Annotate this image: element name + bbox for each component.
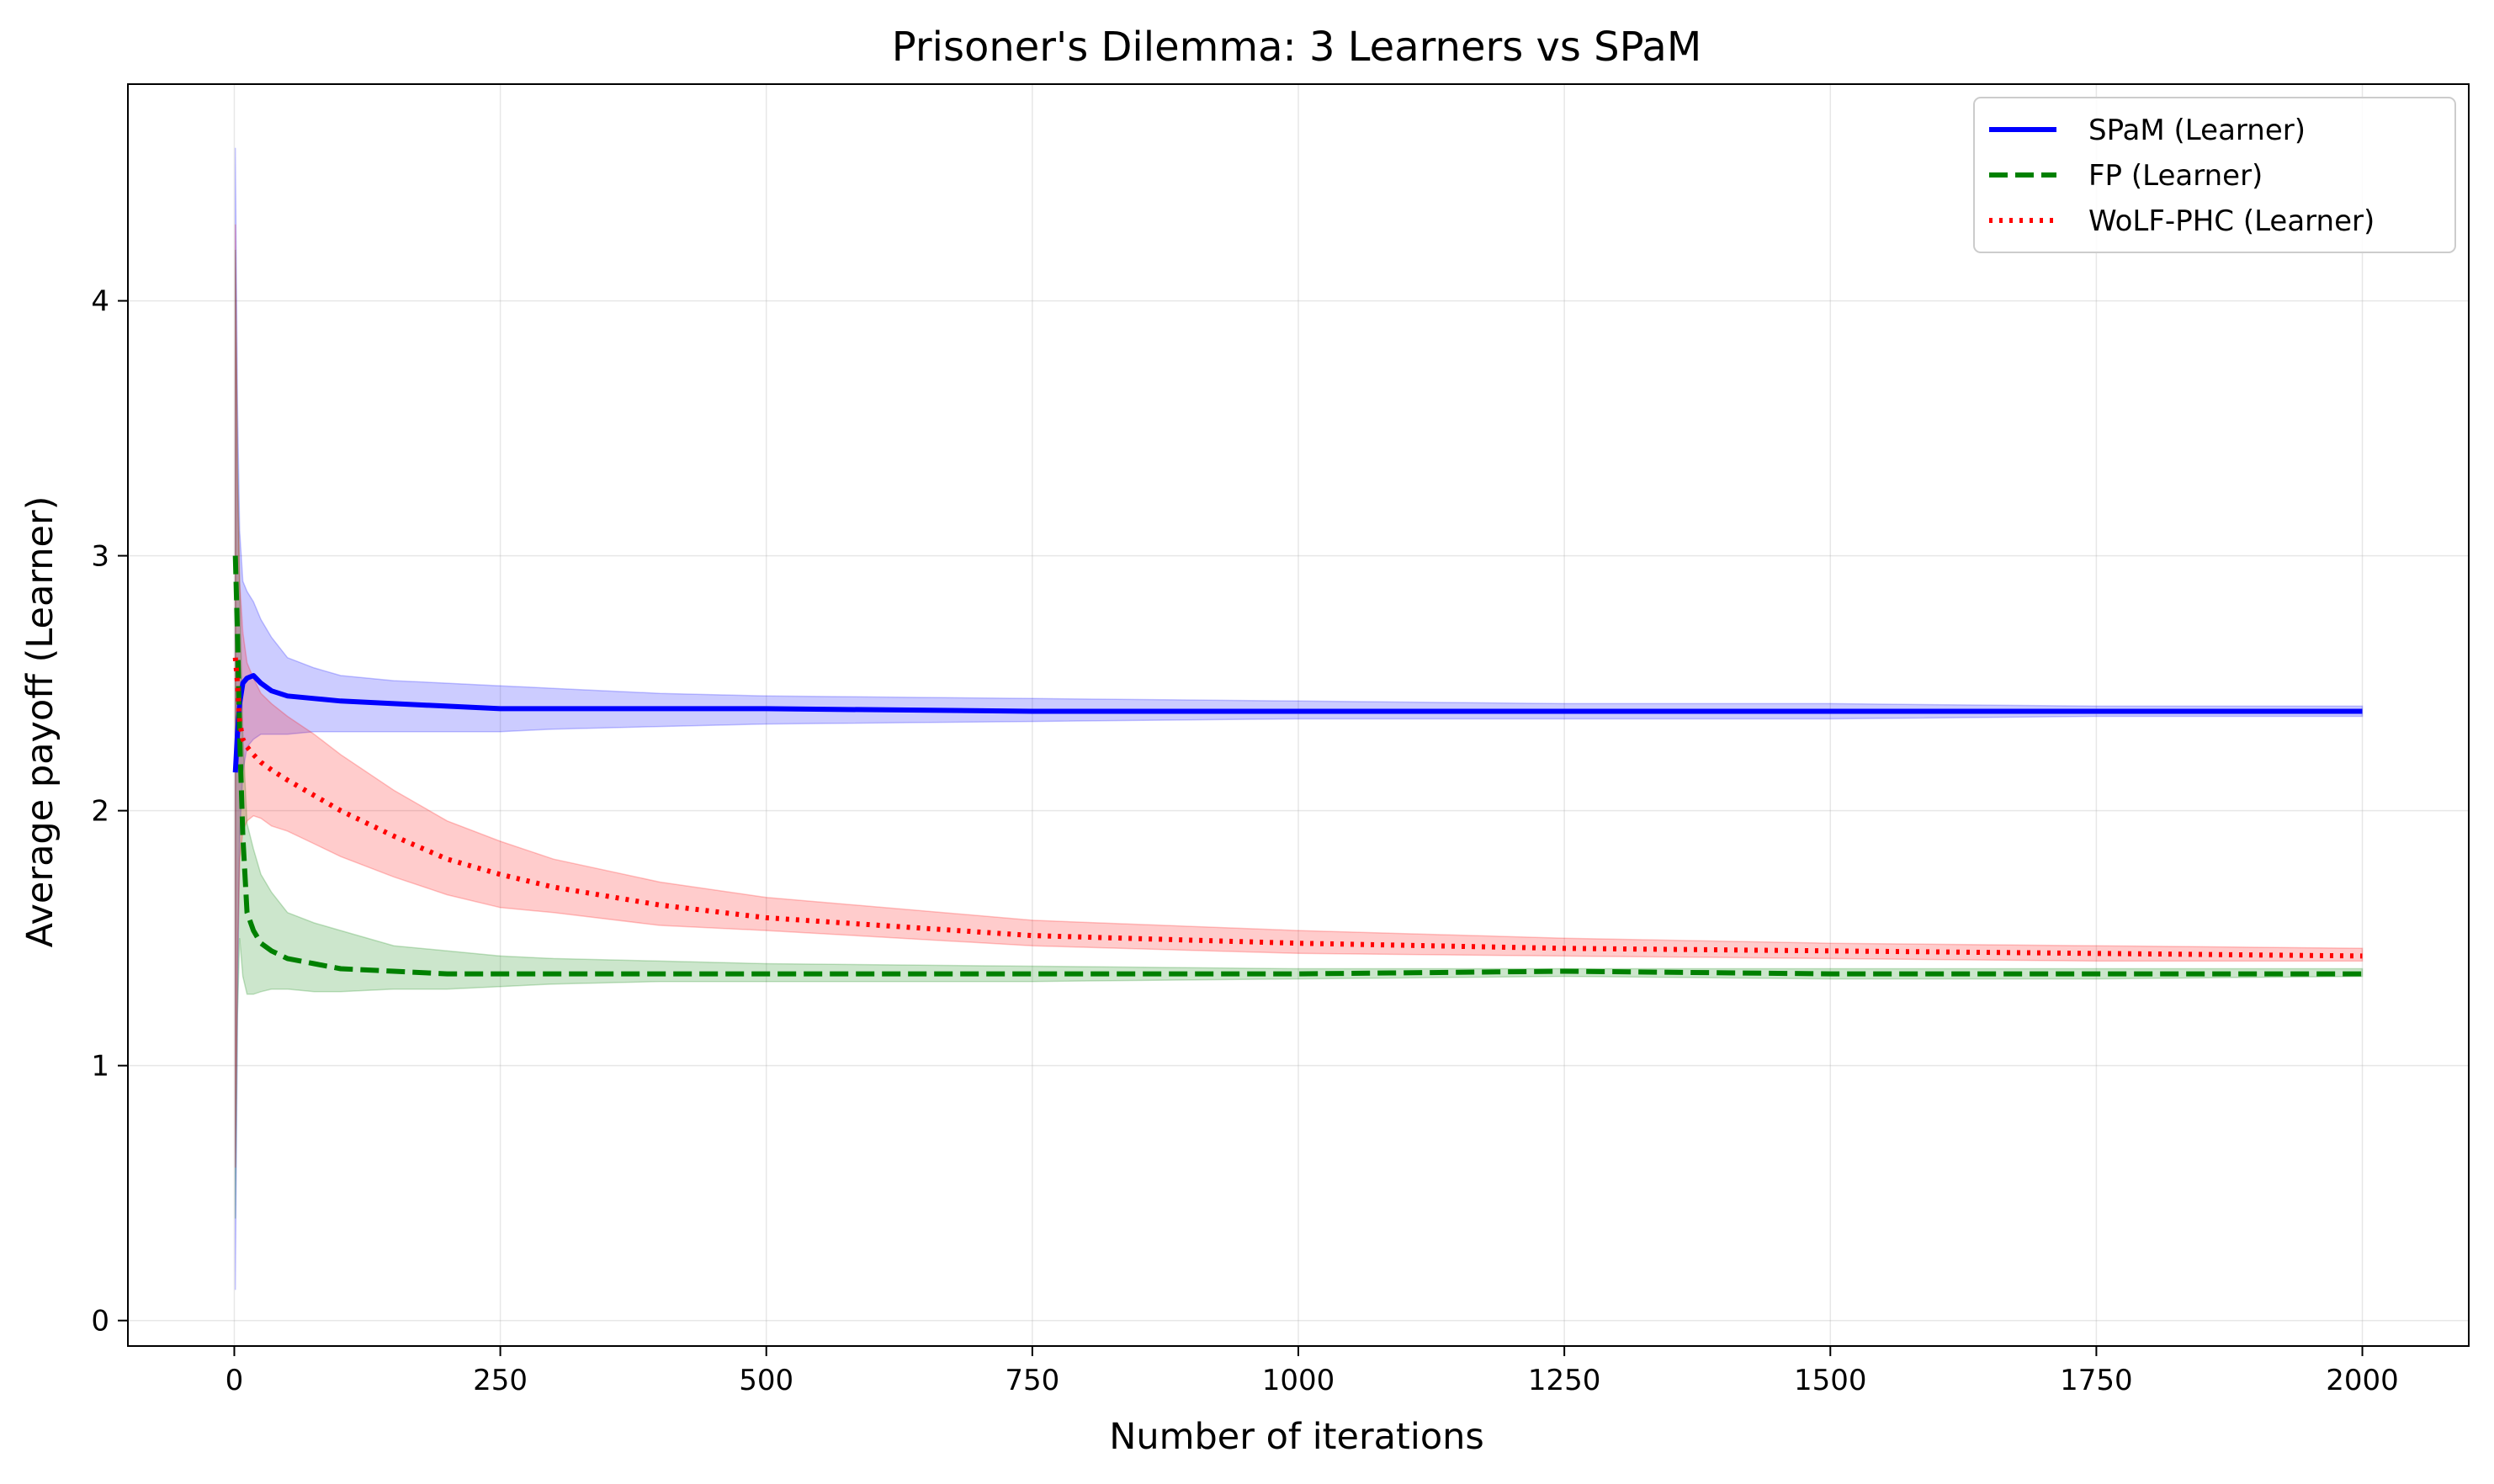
axis-ticks: 0 250 500 750 1000 1250 1500 1750 2000 0 1 2 3 4 xyxy=(91,285,2398,1397)
legend-box xyxy=(1973,97,2456,253)
x-tick-label: 0 xyxy=(226,1364,244,1397)
x-tick-label: 1750 xyxy=(2060,1364,2133,1397)
confidence-band xyxy=(234,249,2364,1219)
x-axis-label: Number of iterations xyxy=(1109,1416,1484,1458)
confidence-band xyxy=(234,224,2364,1168)
grid-lines xyxy=(128,84,2469,1346)
series-line xyxy=(232,673,2363,773)
y-tick-label: 0 xyxy=(91,1305,109,1338)
y-tick-label: 1 xyxy=(91,1050,109,1084)
series-line xyxy=(232,657,2363,959)
y-tick-label: 4 xyxy=(91,285,109,319)
x-tick-label: 750 xyxy=(1005,1364,1059,1397)
x-tick-label: 1000 xyxy=(1262,1364,1335,1397)
legend-label: WoLF-PHC (Learner) xyxy=(2088,204,2375,238)
x-tick-label: 1250 xyxy=(1528,1364,1601,1397)
legend: SPaM (Learner) FP (Learner) WoLF-PHC (Lear… xyxy=(1973,97,2456,253)
series-lines xyxy=(232,555,2363,977)
confidence-bands xyxy=(234,147,2364,1291)
x-tick-label: 500 xyxy=(739,1364,793,1397)
chart-title: Prisoner's Dilemma: 3 Learners vs SPaM xyxy=(892,24,1701,71)
y-tick-label: 3 xyxy=(91,540,109,574)
y-axis-label: Average payoff (Learner) xyxy=(19,496,61,948)
series-line xyxy=(232,555,2363,977)
legend-label: SPaM (Learner) xyxy=(2088,114,2306,147)
legend-label: FP (Learner) xyxy=(2088,159,2263,193)
x-tick-label: 2000 xyxy=(2326,1364,2399,1397)
x-tick-label: 1500 xyxy=(1794,1364,1867,1397)
y-tick-label: 2 xyxy=(91,795,109,829)
confidence-band xyxy=(234,147,2364,1291)
x-tick-label: 250 xyxy=(473,1364,528,1397)
